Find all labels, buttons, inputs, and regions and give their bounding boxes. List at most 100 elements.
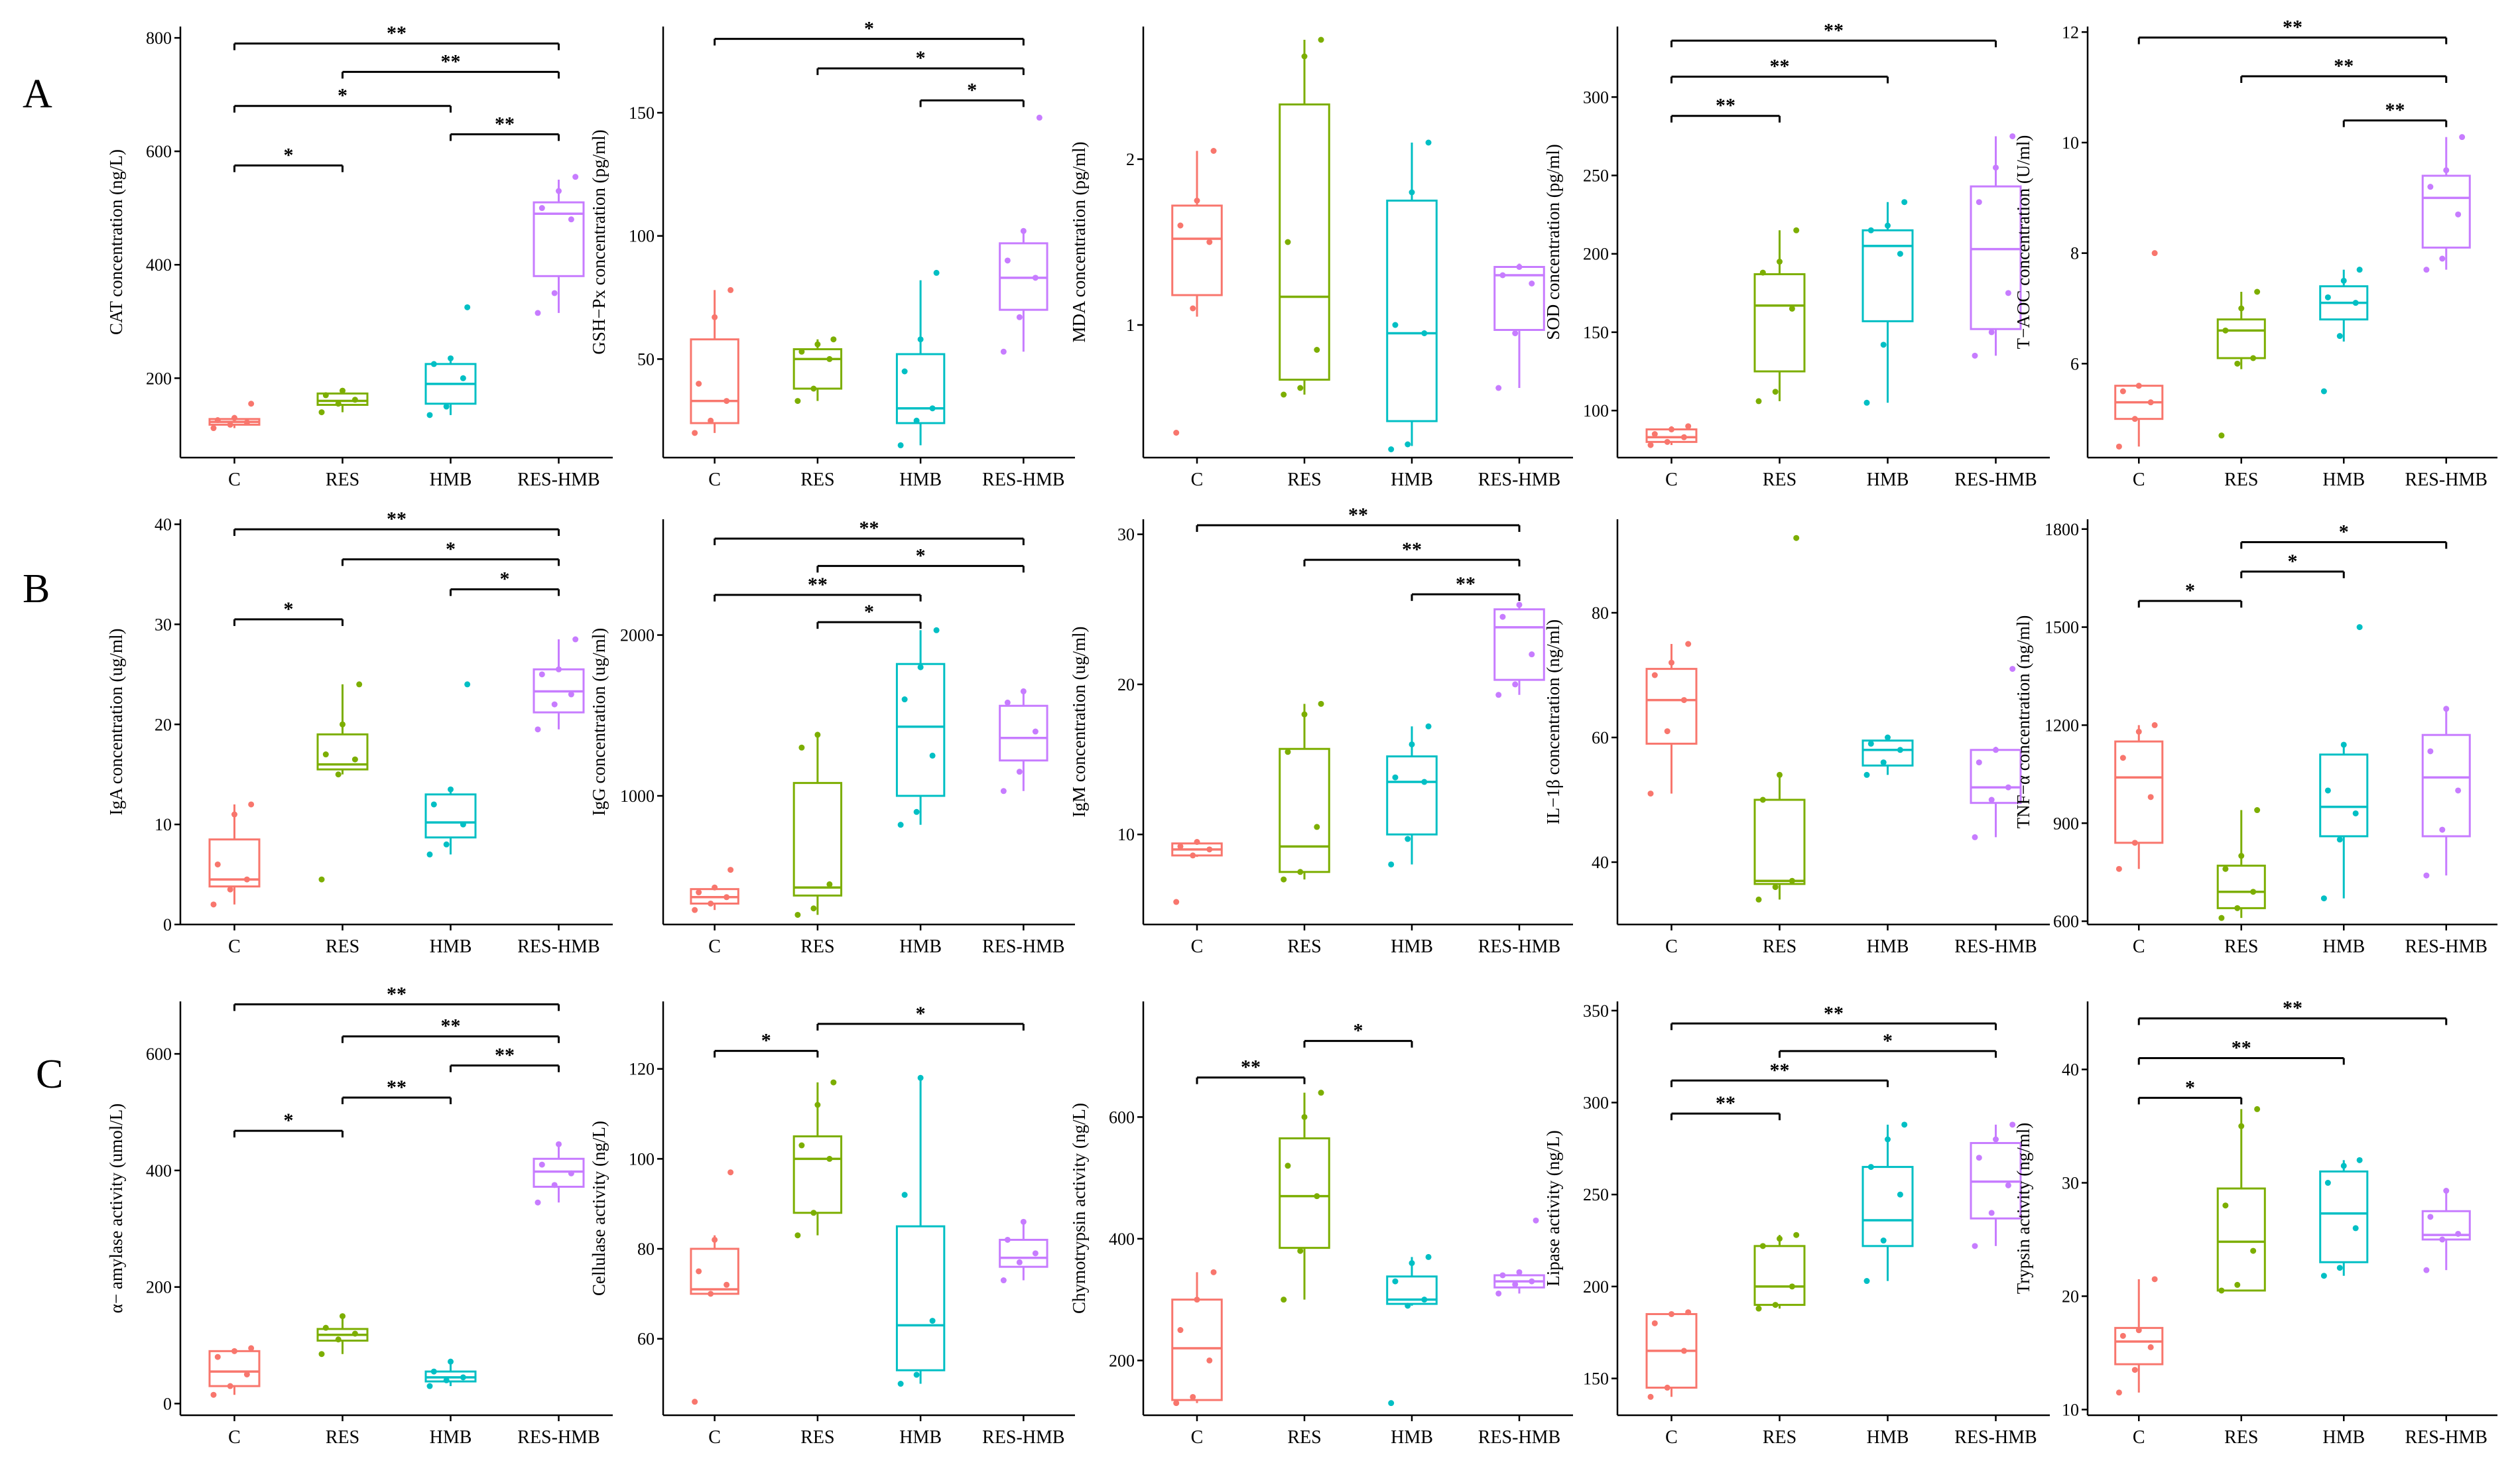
y-tick-label: 300 [1583,88,1609,107]
data-point [1777,771,1783,778]
data-point [1529,281,1535,286]
data-point [1885,222,1891,229]
significance-bracket: ** [342,1076,452,1105]
data-point [2151,722,2158,728]
significance-label: * [284,1110,294,1131]
box-iqr [1861,229,1914,322]
y-axis-title: Trypsin activity (ng/ml) [2013,1123,2033,1295]
significance-label: ** [1402,539,1422,560]
box-iqr [1861,1166,1914,1247]
x-tick-label: HMB [1867,936,1909,957]
panel-igg: 1000 2000 IgG concentration (ug/ml) C RES HMB… [589,517,1075,957]
data-point [1499,1272,1506,1279]
data-point [1499,613,1506,620]
box-res [792,336,843,405]
box-iqr [792,1135,843,1214]
data-point [1000,1277,1007,1284]
data-point [1301,1113,1308,1120]
data-point [568,1170,574,1176]
data-point [1409,741,1415,747]
data-point [2324,1180,2331,1186]
box-res-hmb [1493,263,1545,391]
data-point [1405,1302,1411,1309]
data-point [318,409,325,416]
data-point [248,801,255,808]
data-point [1772,389,1779,395]
panel-taoc: 6 8 10 12 T−AOC concentration (U/ml) C RES HMB R… [2013,17,2497,490]
y-tick-label: 1000 [620,787,655,806]
data-point [340,721,346,728]
box-res [2216,1106,2266,1294]
y-axis-title: GSH−Px concentration (pg/ml) [589,129,609,354]
data-point [2455,211,2462,218]
data-point [1777,1236,1783,1242]
x-tick-label: RES [1287,470,1321,490]
data-point [2115,443,2122,450]
x-tick-label: RES-HMB [982,1427,1064,1448]
data-point [1772,884,1779,891]
box-iqr [792,348,843,390]
box-hmb [895,627,946,828]
box-iqr [999,1238,1048,1268]
data-point [2238,1123,2245,1129]
x-tick-label: RES [326,936,359,957]
box-res-hmb [999,688,1048,794]
data-point [2423,267,2430,273]
data-point [1759,1243,1766,1249]
data-point [243,419,250,426]
significance-label: ** [2283,997,2302,1019]
data-point [1000,348,1007,355]
data-point [210,901,217,908]
significance-label: * [916,544,926,566]
data-point [2443,1188,2450,1194]
data-point [1318,1090,1324,1096]
x-tick-label: RES [2224,1427,2258,1448]
data-point [2423,1267,2430,1273]
data-point [2147,794,2154,800]
box-res-hmb [1970,666,2022,840]
data-point [1388,1400,1395,1407]
data-point [798,1142,805,1149]
data-point [1512,1281,1519,1288]
data-point [1314,347,1320,353]
data-point [2222,865,2229,872]
x-tick-label: C [1665,1427,1678,1448]
data-point [1885,1136,1891,1143]
data-point [1755,398,1762,405]
significance-label: ** [2283,17,2302,38]
box-res [2216,807,2266,921]
data-point [2119,755,2126,761]
data-point [708,1291,714,1297]
data-point [214,417,221,424]
data-point [1993,1136,1999,1143]
box-iqr [1171,1299,1223,1401]
data-point [335,771,342,778]
data-point [448,355,454,361]
y-axis-title: CAT concentration (ng/L) [106,149,126,335]
data-point [929,752,936,759]
significance-label: ** [387,508,407,530]
data-point [727,867,734,873]
data-point [1529,651,1535,658]
x-tick-label: C [228,1427,241,1448]
data-point [2254,288,2261,295]
box-iqr [999,242,1048,311]
data-point [1285,239,1291,245]
data-point [1032,728,1039,735]
data-point [810,1210,817,1216]
data-point [1194,839,1200,846]
data-point [1495,1290,1502,1297]
box-res [792,1079,843,1239]
data-point [1759,269,1766,276]
data-point [351,756,358,763]
y-tick-label: 600 [146,142,172,161]
data-point [1880,1238,1887,1244]
data-point [1421,779,1428,785]
data-point [1004,699,1011,706]
x-tick-label: HMB [899,470,942,490]
data-point [1020,1218,1027,1225]
data-point [568,691,574,698]
x-tick-label: RES-HMB [1954,936,2037,957]
x-tick-label: HMB [2322,470,2365,490]
box-iqr [999,704,1048,762]
